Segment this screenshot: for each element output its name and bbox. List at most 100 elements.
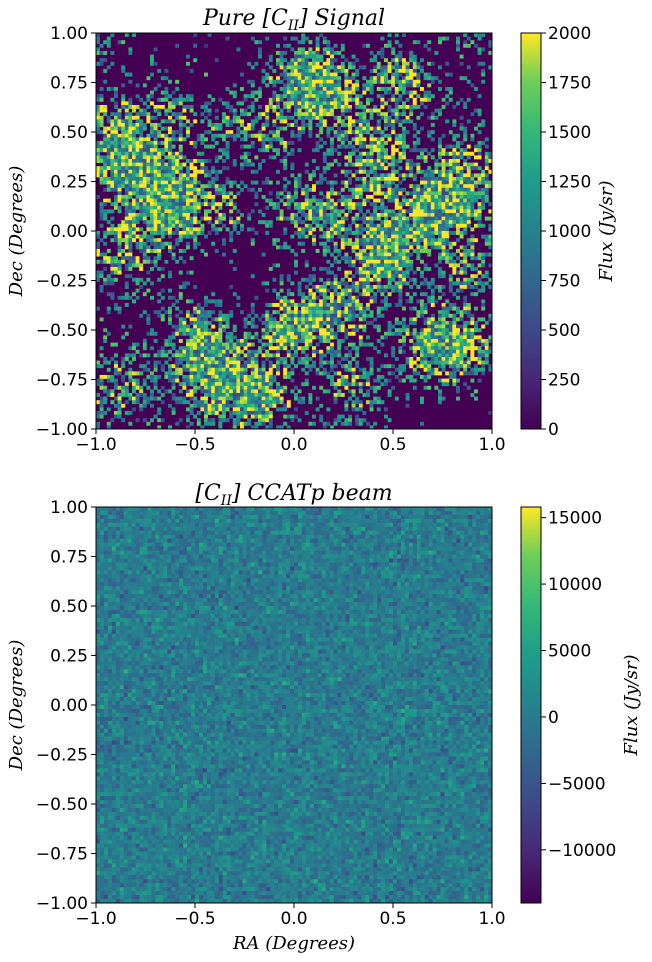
heat-cell [250,90,255,95]
heat-cell [387,292,392,297]
heat-cell [240,339,244,343]
heat-cell [290,83,295,88]
heat-cell [142,155,147,160]
heat-cell [430,94,435,99]
heat-cell [164,191,169,196]
heat-cell [391,213,396,217]
heat-cell [178,238,183,243]
heat-cell [448,162,453,167]
heat-cell [333,335,338,340]
heat-cell [445,353,450,358]
heat-cell [96,166,100,171]
heat-cell [243,94,248,99]
heat-cell [384,259,388,264]
heat-cell [135,141,140,145]
heat-cell [488,234,492,239]
heat-cell [402,33,406,37]
heat-cell [265,335,270,340]
heat-cell [128,252,133,257]
heat-cell [146,148,151,153]
heat-cell [405,274,410,279]
heat-cell [276,349,280,354]
heat-cell [146,195,151,199]
heat-cell [236,101,241,106]
heat-cell [355,184,360,189]
heat-cell [448,346,453,351]
heat-cell [423,90,428,95]
heat-cell [358,252,363,257]
heat-cell [265,353,270,358]
heat-cell [276,112,280,117]
heat-cell [142,173,147,178]
heat-cell [117,112,122,117]
heat-cell [186,97,190,102]
heat-cell [297,313,302,318]
heat-cell [394,202,399,207]
heat-cell [366,87,370,91]
heat-cell [340,277,345,282]
heat-cell [189,202,194,207]
heat-cell [103,209,108,214]
heat-cell [150,155,154,160]
heat-cell [380,133,385,138]
heat-cell [200,159,205,163]
heat-cell [441,231,446,235]
heat-cell [398,295,403,300]
heat-cell [376,216,381,221]
heat-cell [387,187,392,192]
heat-cell [150,72,154,77]
heat-cell [114,270,118,275]
heat-cell [430,295,435,300]
heat-cell [481,205,486,210]
heat-cell [139,162,144,167]
heat-cell [340,195,345,199]
heat-cell [132,173,136,178]
heat-cell [391,331,396,336]
heat-cell [340,112,345,117]
heat-cell [301,54,306,59]
heat-cell [286,83,291,88]
heat-cell [211,126,216,131]
heat-cell [466,151,471,156]
heat-cell [477,335,482,340]
heat-cell [268,141,273,145]
heat-cell [153,187,158,192]
heat-cell [423,202,428,207]
heat-cell [96,97,100,102]
heat-cell [243,184,248,189]
heat-cell [114,141,118,145]
heat-cell [319,126,324,131]
heat-cell [290,36,295,41]
heat-cell [236,303,241,307]
heat-cell [214,141,219,145]
heat-cell [315,306,320,311]
heat-cell [261,321,266,325]
heat-cell [135,105,140,109]
heat-cell [456,166,460,171]
heat-cell [416,313,421,318]
heat-cell [387,119,392,124]
heat-cell [294,306,298,311]
heat-cell [229,119,234,124]
heat-cell [452,155,457,160]
heat-cell [268,303,273,307]
heat-cell [333,90,338,95]
heat-cell [218,335,223,340]
heat-cell [420,198,424,203]
heat-cell [376,151,381,156]
heat-cell [319,335,324,340]
heat-cell [376,339,381,343]
heat-cell [434,184,439,189]
heat-cell [182,187,187,192]
heat-cell [409,90,414,95]
heat-cell [308,108,313,113]
heat-cell [438,40,442,45]
heat-cell [168,342,172,347]
heat-cell [189,299,194,304]
heat-cell [312,72,316,77]
heat-cell [366,184,370,189]
heat-cell [434,216,439,221]
heat-cell [384,90,388,95]
heat-cell [351,245,356,250]
heat-cell [333,321,338,325]
